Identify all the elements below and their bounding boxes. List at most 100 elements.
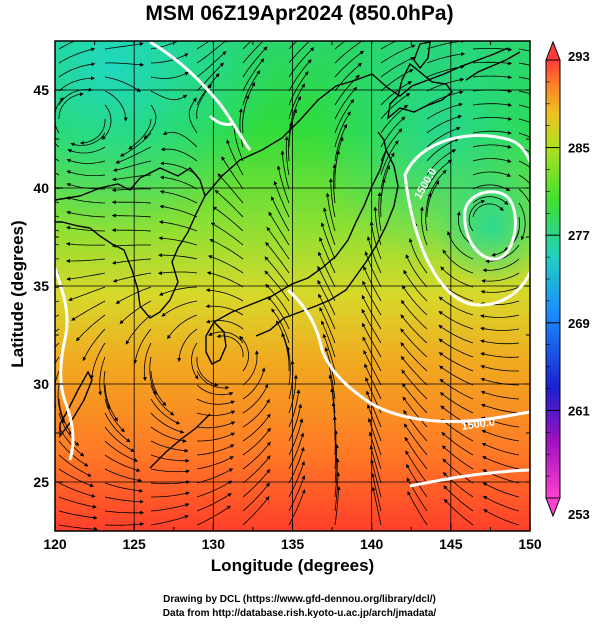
streamline [128,118,152,150]
streamline [288,108,297,148]
streamline [426,102,463,120]
streamline [364,363,382,400]
colorbar-tick-label: 269 [568,316,590,331]
streamline [196,480,233,498]
credit-dcl: Drawing by DCL (https://www.gfd-dennou.o… [163,594,436,605]
streamline [406,477,428,512]
streamline [214,189,244,218]
contour-north [149,41,252,151]
streamline [288,71,309,106]
streamline [104,398,125,433]
streamline [71,300,106,321]
streamline [380,44,416,64]
streamline [472,61,513,66]
streamline [485,244,520,264]
streamline [380,104,409,134]
streamline [208,255,244,274]
streamline [518,118,530,123]
streamline [150,454,190,463]
streamline [288,59,312,92]
streamline [371,486,382,526]
streamline [111,243,151,248]
streamline [75,314,106,342]
y-axis-ticks: 25 30 35 40 45 [33,40,530,532]
y-tick-label: 45 [33,82,49,98]
streamline [482,482,520,498]
streamline [66,170,106,176]
streamline [334,486,341,526]
streamline [380,152,395,190]
streamline [472,47,513,52]
streamline [150,398,181,425]
streamline [472,171,512,177]
coastlines [55,41,521,469]
streamline [362,280,382,316]
streamline [111,213,152,218]
streamline [369,221,382,260]
streamline [196,410,236,416]
streamline [238,108,244,148]
streamline [472,158,512,163]
streamline [150,71,190,79]
streamline [371,472,382,512]
streamline [480,403,520,414]
colorbar: 293 285 277 269 261 253 [545,40,590,522]
y-tick-label: 35 [33,278,49,294]
streamline [332,163,337,204]
streamline [426,126,461,148]
streamline [363,265,382,302]
contour-central [286,288,530,423]
streamline [196,62,224,92]
streamline [442,472,474,498]
streamline [334,471,341,512]
streamline [162,131,198,148]
streamline [364,251,382,288]
contour-west [55,267,75,461]
streamline [104,62,145,67]
streamline [482,496,520,512]
streamline [480,339,520,345]
streamline [325,192,336,232]
streamline [104,510,145,515]
streamline [402,396,428,428]
y-tick-label: 25 [33,474,49,490]
streamline [216,334,244,358]
streamline [369,445,382,484]
streamline [440,418,474,442]
streamline [288,389,301,428]
streamline [196,468,234,484]
streamline [480,352,520,358]
streamline [104,426,135,452]
streamline [58,454,92,477]
streamline [425,192,432,232]
y-tick-label: 40 [33,180,49,196]
streamline [482,456,520,470]
streamline [66,272,106,281]
streamline [221,156,244,190]
streamline [438,310,474,330]
streamline [150,426,187,443]
streamline [440,266,474,288]
streamline [480,364,519,372]
streamline [518,174,530,185]
y-tick-label: 30 [33,376,49,392]
streamline [104,76,141,92]
streamline [403,423,428,456]
streamline [400,355,428,386]
streamline [400,299,428,330]
streamline [319,306,336,344]
colorbar-tick-label: 253 [568,507,590,522]
x-tick-label: 120 [43,536,67,552]
streamline [280,150,290,190]
streamline [266,226,290,260]
x-tick-label: 140 [360,536,384,552]
streamline [334,457,340,498]
streamline [480,390,520,400]
streamline [82,328,106,362]
streamline [150,468,190,474]
streamline [334,111,351,148]
contour-low-inner [463,190,517,261]
contour-label-south: 1500.0 [461,416,496,433]
streamline [113,160,152,172]
